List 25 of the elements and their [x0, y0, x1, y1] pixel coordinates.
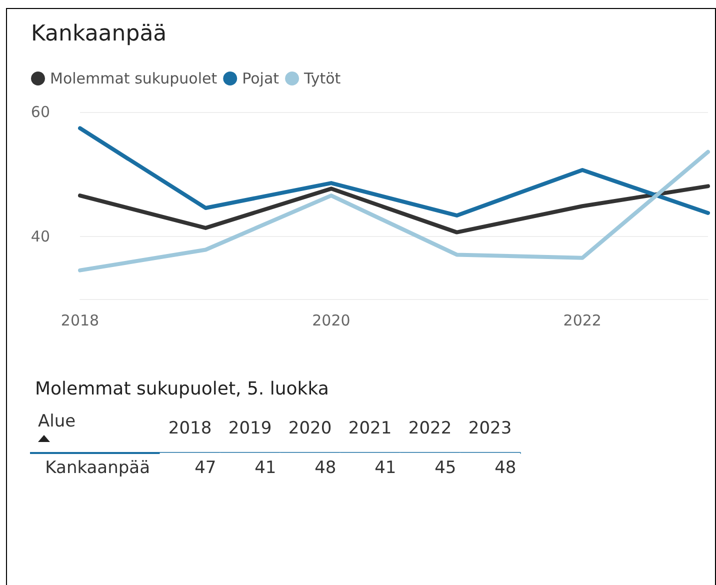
line-series: [78, 184, 710, 234]
data-label: 48: [314, 458, 336, 478]
data-label: 41: [374, 458, 396, 478]
x-tick-label: 2023: [468, 418, 512, 438]
x-tick-label: 2018: [60, 312, 100, 330]
line-series: [78, 150, 710, 272]
y-axis-title: Alue: [38, 412, 76, 432]
x-tick-label: 2019: [228, 418, 272, 438]
x-tick-label: 2021: [348, 418, 392, 438]
data-label: 48: [494, 458, 516, 478]
chart-title: Molemmat sukupuolet, 5. luokka: [35, 378, 329, 400]
line-series: [78, 126, 710, 218]
legend-label: Molemmat sukupuolet: [50, 70, 218, 88]
y-tick-label: 40: [30, 228, 50, 246]
x-tick-label: 2022: [563, 312, 602, 330]
data-label: 41: [254, 458, 276, 478]
legend-label: Pojat: [242, 70, 280, 88]
legend-label: Tytöt: [303, 70, 341, 88]
x-tick-label: 2018: [168, 418, 212, 438]
y-tick-label: 60: [30, 103, 50, 121]
x-tick-label: 2020: [312, 312, 350, 330]
data-label: 45: [434, 458, 456, 478]
x-tick-label: 2022: [408, 418, 452, 438]
data-label: 47: [194, 458, 216, 478]
x-tick-label: 2020: [288, 418, 332, 438]
